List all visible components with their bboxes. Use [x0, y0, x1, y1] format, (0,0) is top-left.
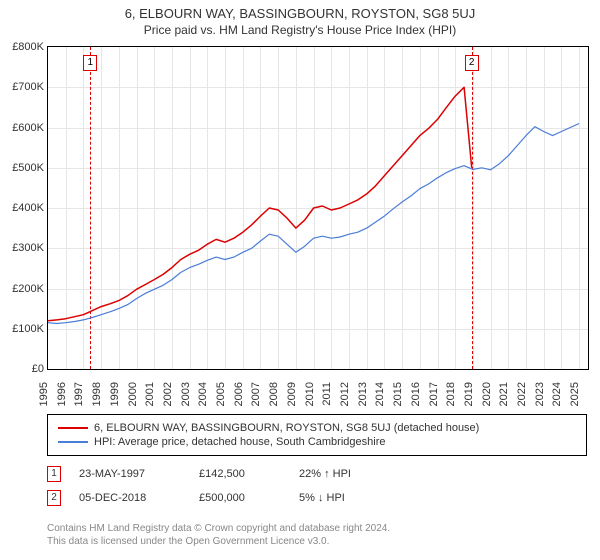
- footer-line-2: This data is licensed under the Open Gov…: [47, 535, 390, 548]
- x-tick-label: 2006: [229, 382, 245, 412]
- legend-row: HPI: Average price, detached house, Sout…: [58, 435, 576, 449]
- x-tick-label: 2010: [300, 382, 316, 412]
- y-tick-label: £100K: [12, 323, 48, 335]
- x-tick-label: 2018: [441, 382, 457, 412]
- chart-container: 6, ELBOURN WAY, BASSINGBOURN, ROYSTON, S…: [0, 0, 600, 560]
- transaction-date: 23-MAY-1997: [79, 468, 199, 480]
- y-tick-label: £600K: [12, 122, 48, 134]
- x-tick-label: 2016: [406, 382, 422, 412]
- x-tick-label: 2000: [123, 382, 139, 412]
- x-tick-label: 2009: [282, 382, 298, 412]
- transaction-price: £500,000: [199, 492, 299, 504]
- x-tick-label: 2007: [246, 382, 262, 412]
- x-tick-label: 2005: [211, 382, 227, 412]
- x-tick-label: 1998: [87, 382, 103, 412]
- transaction-row: 2 05-DEC-2018£500,0005% ↓ HPI: [47, 490, 399, 506]
- x-tick-label: 2003: [176, 382, 192, 412]
- x-tick-label: 1997: [69, 382, 85, 412]
- plot-area: £0£100K£200K£300K£400K£500K£600K£700K£80…: [47, 46, 589, 370]
- x-tick-label: 2014: [370, 382, 386, 412]
- x-tick-label: 2017: [424, 382, 440, 412]
- x-tick-label: 2011: [317, 382, 333, 412]
- x-tick-label: 2023: [530, 382, 546, 412]
- footer-line-1: Contains HM Land Registry data © Crown c…: [47, 522, 390, 535]
- legend-label: HPI: Average price, detached house, Sout…: [94, 436, 385, 448]
- x-tick-label: 2008: [264, 382, 280, 412]
- legend-swatch: [58, 441, 88, 443]
- series-hpi: [48, 124, 579, 324]
- x-tick-label: 2021: [494, 382, 510, 412]
- x-tick-label: 2012: [335, 382, 351, 412]
- transaction-delta: 5% ↓ HPI: [299, 492, 399, 504]
- x-tick-label: 2022: [512, 382, 528, 412]
- chart-title: 6, ELBOURN WAY, BASSINGBOURN, ROYSTON, S…: [0, 0, 600, 21]
- y-tick-label: £300K: [12, 242, 48, 254]
- x-tick-label: 2025: [565, 382, 581, 412]
- legend-swatch: [58, 427, 88, 429]
- x-tick-label: 2002: [158, 382, 174, 412]
- y-tick-label: £400K: [12, 202, 48, 214]
- x-tick-label: 2004: [193, 382, 209, 412]
- y-tick-label: £800K: [12, 41, 48, 53]
- footer-attribution: Contains HM Land Registry data © Crown c…: [47, 522, 390, 548]
- legend-label: 6, ELBOURN WAY, BASSINGBOURN, ROYSTON, S…: [94, 422, 479, 434]
- legend-row: 6, ELBOURN WAY, BASSINGBOURN, ROYSTON, S…: [58, 421, 576, 435]
- x-tick-label: 2013: [353, 382, 369, 412]
- series-price_paid: [48, 87, 472, 320]
- x-tick-label: 1999: [105, 382, 121, 412]
- x-tick-label: 2019: [459, 382, 475, 412]
- x-tick-label: 2024: [547, 382, 563, 412]
- transaction-delta: 22% ↑ HPI: [299, 468, 399, 480]
- transaction-date: 05-DEC-2018: [79, 492, 199, 504]
- series-svg: [48, 47, 588, 369]
- y-tick-label: £200K: [12, 283, 48, 295]
- x-tick-label: 1995: [34, 382, 50, 412]
- chart-subtitle: Price paid vs. HM Land Registry's House …: [0, 21, 600, 41]
- x-tick-label: 2001: [140, 382, 156, 412]
- transaction-price: £142,500: [199, 468, 299, 480]
- transaction-index-box: 2: [47, 490, 61, 506]
- legend: 6, ELBOURN WAY, BASSINGBOURN, ROYSTON, S…: [47, 414, 587, 456]
- x-tick-label: 1996: [52, 382, 68, 412]
- transaction-index-box: 1: [47, 466, 61, 482]
- x-tick-label: 2020: [477, 382, 493, 412]
- y-tick-label: £500K: [12, 162, 48, 174]
- y-tick-label: £0: [32, 363, 48, 375]
- transaction-row: 1 23-MAY-1997£142,50022% ↑ HPI: [47, 466, 399, 482]
- y-tick-label: £700K: [12, 81, 48, 93]
- x-tick-label: 2015: [388, 382, 404, 412]
